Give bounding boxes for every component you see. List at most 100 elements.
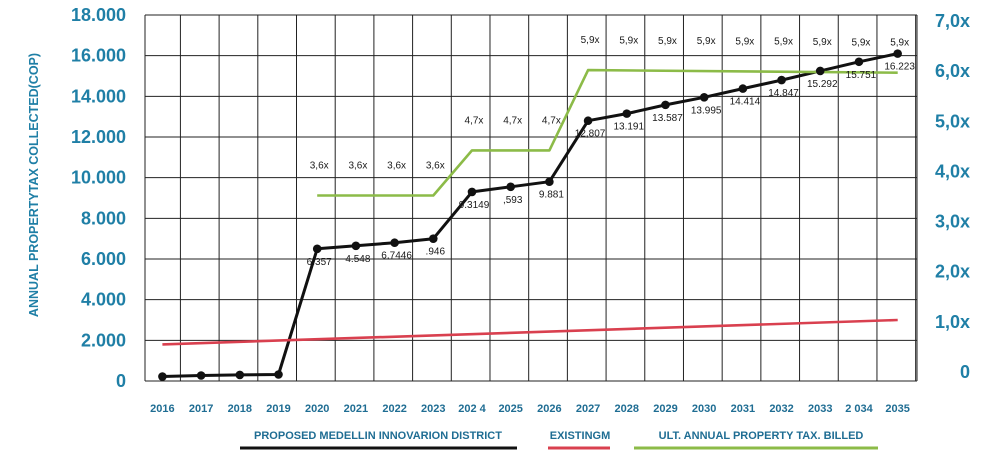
data-label: 6.357 [307, 257, 332, 268]
multiple-label: 3,6x [387, 161, 406, 172]
y-tick-label: 0 [116, 371, 126, 391]
data-label: 4.548 [345, 254, 370, 265]
multiple-label: 5,9x [581, 35, 600, 46]
data-label: 14.414 [730, 97, 761, 108]
x-tick-label: 2033 [808, 403, 832, 415]
data-point [699, 93, 709, 102]
multiple-label: 5,9x [890, 38, 909, 49]
data-point [390, 238, 399, 248]
multiple-label: 5,9x [852, 37, 871, 48]
data-point [351, 241, 361, 251]
x-tick-label: 2035 [885, 403, 909, 415]
chart-points [158, 49, 902, 381]
multiple-label: 4,7x [542, 115, 561, 126]
x-tick-label: 2 034 [845, 403, 873, 415]
x-tick-label: 2030 [692, 403, 716, 415]
data-label: 15.751 [846, 70, 877, 81]
x-tick-label: 2028 [615, 403, 639, 415]
data-point [467, 187, 477, 197]
data-point [158, 372, 167, 381]
y2-tick-label: 1,0x [935, 312, 970, 332]
multiple-label: 5,9x [813, 37, 832, 48]
data-point [428, 234, 438, 243]
data-label: 16.223 [884, 62, 915, 73]
multiple-label: 4,7x [465, 115, 484, 126]
data-point [738, 84, 748, 93]
data-point [893, 49, 902, 58]
data-point [235, 370, 245, 380]
y-tick-label: 2.000 [81, 330, 126, 350]
data-point [506, 182, 515, 192]
data-point [854, 57, 864, 67]
data-point [777, 75, 786, 85]
legend: PROPOSED MEDELLIN INNOVARION DISTRICT EXI… [240, 430, 878, 450]
y2-tick-label: 5,0x [935, 111, 970, 131]
multiple-label: 5,9x [619, 35, 638, 46]
x-tick-label: 2020 [305, 403, 329, 415]
series-line [162, 318, 898, 346]
data-labels: 6.357 4.548 6.7446 .946 9.3149 ,593 9.881 12,80… [307, 62, 916, 268]
y2-tick-label: 6,0x [935, 61, 970, 81]
y2-axis-ticks: 0 1,0x 2,0x 3,0x 4,0x 5,0x 6,0x 7,0x [935, 11, 970, 382]
x-tick-label: 2032 [769, 403, 793, 415]
y-tick-label: 14.000 [71, 86, 126, 106]
y2-tick-label: 4,0x [935, 161, 970, 181]
data-label: 15.292 [807, 79, 838, 90]
y-tick-label: 16.000 [71, 46, 126, 66]
data-label: 6.7446 [381, 251, 412, 262]
x-tick-label: 2018 [228, 403, 252, 415]
multiple-label: 5,9x [658, 36, 677, 47]
multiple-labels: 3,6x 3,6x 3,6x 3,6x 4,7x 4,7x 4,7x 5,9x 5,9x 5,9x… [310, 35, 909, 171]
x-tick-label: 2017 [189, 403, 213, 415]
data-label: 9.3149 [459, 200, 490, 211]
x-tick-label: 2021 [344, 403, 368, 415]
data-label: 14.847 [768, 88, 799, 99]
x-tick-label: 2016 [150, 403, 174, 415]
chart-grid [144, 14, 918, 382]
data-point [312, 244, 322, 254]
multiple-label: 5,9x [697, 36, 716, 47]
multiple-label: 5,9x [774, 37, 793, 48]
data-point [545, 177, 554, 187]
x-tick-label: 2022 [382, 403, 406, 415]
x-tick-label: 2029 [653, 403, 677, 415]
data-point [661, 100, 670, 110]
y-tick-label: 4.000 [81, 290, 126, 310]
x-tick-label: 2026 [537, 403, 561, 415]
y-tick-label: 12.000 [71, 127, 126, 147]
data-label: 13.191 [613, 122, 644, 133]
data-point [622, 109, 632, 118]
multiple-label: 4,7x [503, 115, 522, 126]
data-point [196, 371, 206, 380]
multiple-label: 3,6x [310, 161, 329, 172]
x-tick-label: 2023 [421, 403, 445, 415]
data-label: 9.881 [539, 190, 564, 201]
x-tick-label: 2025 [498, 403, 522, 415]
legend-label: EXISTINGM [550, 430, 611, 442]
y-axis-title: ANNUAL PROPERTYTAX COLLECTED(COP) [27, 53, 41, 317]
data-label: 13.995 [691, 105, 722, 116]
data-label: .946 [426, 247, 446, 258]
x-axis-ticks: 2016 2017 2018 2019 2020 2021 2022 2023 202 4 202… [150, 403, 910, 415]
y-tick-label: 6.000 [81, 249, 126, 269]
data-point [815, 66, 825, 76]
x-tick-label: 2031 [731, 403, 755, 415]
y-tick-label: 18.000 [71, 5, 126, 25]
y2-tick-label: 7,0x [935, 11, 970, 31]
y2-tick-label: 3,0x [935, 212, 970, 232]
y-tick-label: 8.000 [81, 208, 126, 228]
series-line [162, 52, 899, 378]
legend-label: PROPOSED MEDELLIN INNOVARION DISTRICT [254, 430, 502, 442]
y2-tick-label: 0 [960, 362, 970, 382]
legend-label: ULT. ANNUAL PROPERTY TAX. BILLED [659, 430, 864, 442]
chart-series [162, 52, 899, 378]
multiple-label: 3,6x [348, 161, 367, 172]
data-label: 12,807 [575, 129, 606, 140]
multiple-label: 3,6x [426, 161, 445, 172]
y2-tick-label: 2,0x [935, 262, 970, 282]
series-line [317, 68, 898, 197]
data-label: 13.587 [652, 113, 683, 124]
data-point [583, 116, 593, 126]
data-point [274, 370, 283, 379]
